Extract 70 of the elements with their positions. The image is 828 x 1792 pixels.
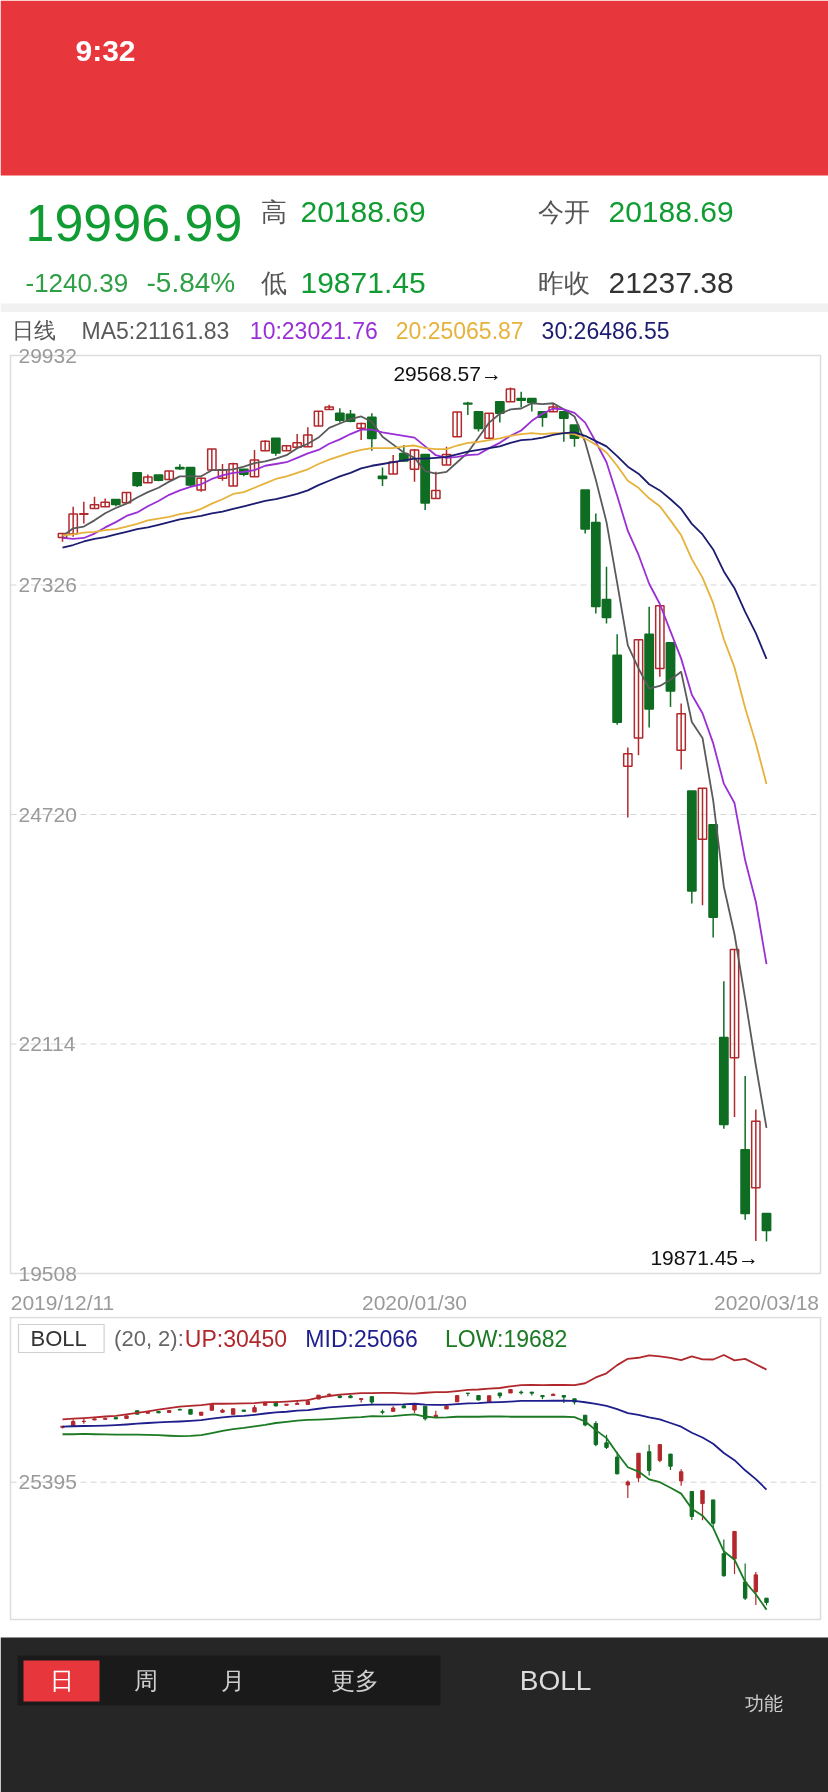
- text: 周: [133, 1667, 158, 1694]
- text: 19996.99: [25, 193, 243, 252]
- text: 21237.38: [608, 265, 734, 299]
- x-tick-label: 2020/03/18: [713, 1291, 820, 1314]
- text: 19871.45: [300, 265, 426, 299]
- candlestick: [494, 400, 505, 424]
- candlestick: [593, 1420, 599, 1447]
- y-tick-label: 27326: [18, 573, 77, 596]
- candlestick: [753, 1571, 759, 1606]
- candlestick: [206, 448, 217, 471]
- text: 20188.69: [608, 194, 734, 228]
- text: MID:25066: [305, 1325, 418, 1352]
- chart-title: BOLL: [30, 1326, 87, 1351]
- text: 20:25065.87: [395, 317, 524, 344]
- text: 10:23021.76: [249, 317, 378, 344]
- candlestick: [462, 400, 473, 416]
- text: 月: [220, 1667, 245, 1694]
- candlestick: [633, 639, 644, 756]
- text: 更多: [330, 1667, 379, 1694]
- candlestick: [430, 471, 441, 500]
- candlestick: [249, 449, 260, 478]
- text: -1240.39: [25, 267, 129, 298]
- candlestick: [742, 1562, 748, 1601]
- candlestick: [452, 411, 463, 438]
- text: LOW:19682: [445, 1325, 568, 1352]
- candlestick: [356, 422, 367, 441]
- candlestick: [164, 470, 175, 481]
- text: 9:32: [75, 34, 136, 67]
- candlestick: [654, 604, 665, 678]
- candlestick: [761, 1212, 772, 1243]
- candlestick: [142, 473, 153, 484]
- annotation: 29568.57→: [393, 361, 502, 385]
- candlestick: [700, 1490, 705, 1521]
- candlestick: [697, 787, 708, 906]
- text: 30:26486.55: [541, 317, 670, 344]
- candlestick: [646, 1444, 652, 1477]
- text: 功能: [744, 1693, 783, 1714]
- annotation: 19871.45→: [650, 1246, 760, 1270]
- legend-title: 日线: [11, 318, 56, 343]
- candlestick: [484, 412, 495, 440]
- text: 高: [260, 196, 287, 227]
- candlestick: [388, 454, 399, 475]
- candlestick: [409, 448, 420, 483]
- candlestick: [710, 1499, 716, 1529]
- y-tick-label: 19508: [18, 1261, 77, 1285]
- candlestick: [622, 746, 633, 819]
- text: 今开: [537, 196, 590, 227]
- candlestick: [750, 1108, 761, 1242]
- text: 低: [260, 267, 287, 298]
- candlestick: [473, 410, 484, 433]
- text: 20188.69: [300, 194, 426, 228]
- x-tick-label: 2020/01/30: [361, 1291, 468, 1314]
- x-tick-label: 2019/12/11: [10, 1291, 115, 1314]
- candlestick: [676, 702, 687, 771]
- text: MA5:21161.83: [81, 317, 230, 344]
- text: 昨收: [537, 267, 590, 298]
- chart-subtitle: (20, 2):: [114, 1326, 184, 1351]
- text: BOLL: [519, 1665, 592, 1696]
- annotation: 25395: [18, 1470, 77, 1494]
- candlestick: [729, 948, 740, 1118]
- y-tick-label: 22114: [18, 1032, 76, 1055]
- candlestick: [721, 1538, 727, 1578]
- text: -5.84%: [146, 267, 236, 298]
- text: 日: [49, 1667, 74, 1694]
- text: UP:30450: [184, 1325, 288, 1352]
- candlestick: [441, 445, 452, 466]
- candlestick: [260, 439, 271, 452]
- y-tick-label: 24720: [18, 802, 77, 826]
- y-tick-label: 29932: [18, 343, 77, 367]
- candlestick: [558, 410, 569, 443]
